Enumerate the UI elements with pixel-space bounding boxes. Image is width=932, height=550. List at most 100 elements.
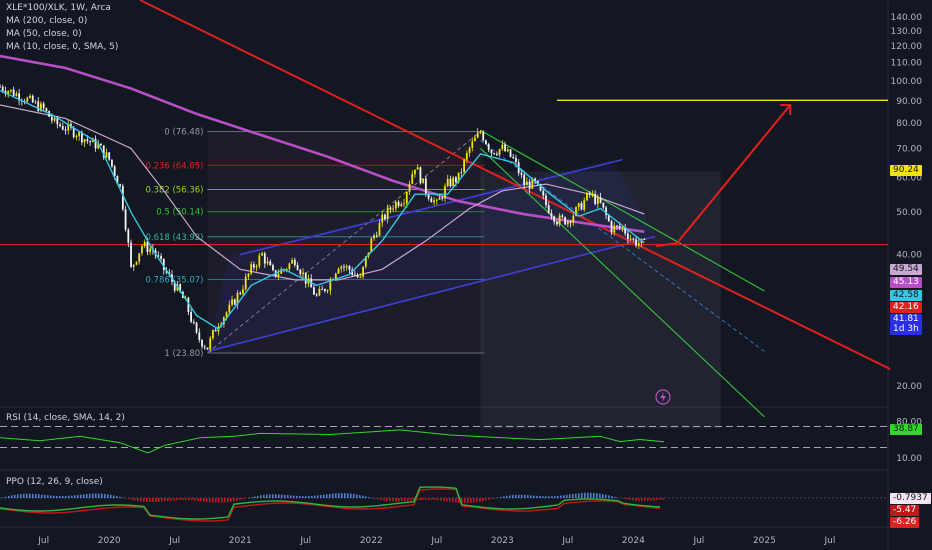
legend-ma10: MA (10, close, 0, SMA, 5) xyxy=(6,42,119,52)
lightning-icon[interactable] xyxy=(655,389,671,405)
candle-body xyxy=(542,190,545,196)
candle-body xyxy=(482,131,485,141)
green-channel-upper xyxy=(480,129,765,292)
ppo-histogram-bar xyxy=(434,498,436,501)
candle-body xyxy=(635,239,637,246)
candle-body xyxy=(143,241,146,246)
candle-body xyxy=(138,253,141,262)
ppo-histogram-bar xyxy=(380,498,382,500)
ppo-histogram-bar xyxy=(449,498,451,502)
ppo-histogram-bar xyxy=(89,493,91,498)
ppo-histogram-bar xyxy=(11,495,13,498)
ppo-histogram-bar xyxy=(197,498,199,501)
ppo-histogram-bar xyxy=(161,498,163,502)
rsi-line xyxy=(0,429,665,454)
candle-body xyxy=(591,193,594,195)
candle-body xyxy=(408,183,411,192)
candle-body xyxy=(621,227,624,229)
ppo-histogram-bar xyxy=(452,498,454,503)
candle-body xyxy=(465,153,468,160)
ma10-line xyxy=(0,89,645,331)
time-tick-label: Jul xyxy=(692,536,704,546)
candle-body xyxy=(340,266,343,269)
candle-body xyxy=(67,123,70,131)
candle-body xyxy=(528,181,531,189)
candle-body xyxy=(504,144,506,152)
ppo-histogram-bar xyxy=(329,493,331,498)
candle-body xyxy=(547,205,550,214)
ppo-histogram-bar xyxy=(656,498,658,501)
candle-body xyxy=(599,197,602,203)
ppo-histogram-bar xyxy=(386,498,388,501)
candle-body xyxy=(40,103,42,111)
ppo-histogram-bar xyxy=(374,498,376,499)
ppo-histogram-bar xyxy=(509,495,511,498)
ppo-histogram-bar xyxy=(629,498,631,500)
candle-body xyxy=(113,166,116,177)
ppo-histogram-bar xyxy=(239,498,241,501)
ppo-histogram-bar xyxy=(446,498,448,502)
ppo-histogram-bar xyxy=(407,498,409,501)
ppo-histogram-bar xyxy=(143,498,145,502)
ppo-histogram-bar xyxy=(548,496,550,498)
ppo-histogram-bar xyxy=(467,498,469,504)
ppo-histogram-bar xyxy=(422,498,424,500)
ppo-histogram-bar xyxy=(20,494,22,498)
ppo-histogram-bar xyxy=(278,494,280,498)
candle-body xyxy=(111,159,113,167)
candle-body xyxy=(397,201,400,206)
ppo-histogram-bar xyxy=(623,498,625,499)
ppo-histogram-bar xyxy=(311,495,313,498)
legend-symbol: XLE*100/XLK, 1W, Arca xyxy=(6,3,111,13)
candle-body xyxy=(545,195,547,206)
ppo-histogram-bar xyxy=(146,498,148,502)
time-tick-label: 2022 xyxy=(360,536,383,546)
ma200-line xyxy=(0,54,645,233)
lightning-icon-bolt xyxy=(660,392,666,402)
candle-body xyxy=(627,233,629,239)
candle-body xyxy=(539,184,542,191)
candle-body xyxy=(75,136,78,138)
ppo-histogram-bar xyxy=(17,494,19,498)
ppo-histogram-bar xyxy=(290,495,292,498)
ppo-histogram-bar xyxy=(149,498,151,502)
candle-body xyxy=(190,311,192,322)
candle-body xyxy=(375,235,378,237)
ppo-histogram-bar xyxy=(344,493,346,498)
ppo-histogram-bar xyxy=(74,495,76,498)
candle-body xyxy=(446,178,449,187)
ppo-histogram-bar xyxy=(425,498,427,500)
ppo-histogram-bar xyxy=(44,494,46,498)
ppo-histogram-bar xyxy=(551,496,553,498)
ppo-histogram-bar xyxy=(194,498,196,501)
candle-body xyxy=(233,299,236,305)
ppo-histogram-bar xyxy=(560,495,562,498)
candle-body xyxy=(422,178,425,184)
price-tick-label: 20.00 xyxy=(896,382,922,392)
candle-body xyxy=(34,101,37,103)
candle-body xyxy=(206,347,209,350)
ppo-histogram-bar xyxy=(47,495,49,498)
ppo-histogram-bar xyxy=(266,494,268,498)
candle-body xyxy=(424,178,427,194)
ppo-histogram-bar xyxy=(662,498,664,500)
candle-body xyxy=(56,118,59,125)
ppo-histogram-bar xyxy=(602,494,604,498)
ppo-histogram-bar xyxy=(251,497,253,498)
candle-body xyxy=(493,152,496,155)
ppo-histogram-bar xyxy=(410,498,412,501)
candle-body xyxy=(86,139,89,141)
candle-body xyxy=(572,215,575,223)
candle-body xyxy=(173,281,176,291)
ppo-histogram-bar xyxy=(206,498,208,502)
candle-body xyxy=(141,245,143,254)
ppo-histogram-bar xyxy=(101,493,103,498)
ppo-histogram-bar xyxy=(332,493,334,498)
candle-body xyxy=(280,269,283,274)
ppo-histogram-bar xyxy=(485,498,487,501)
candle-body xyxy=(97,143,100,149)
candle-body xyxy=(455,177,457,183)
candle-body xyxy=(345,266,348,268)
candle-body xyxy=(343,266,345,268)
